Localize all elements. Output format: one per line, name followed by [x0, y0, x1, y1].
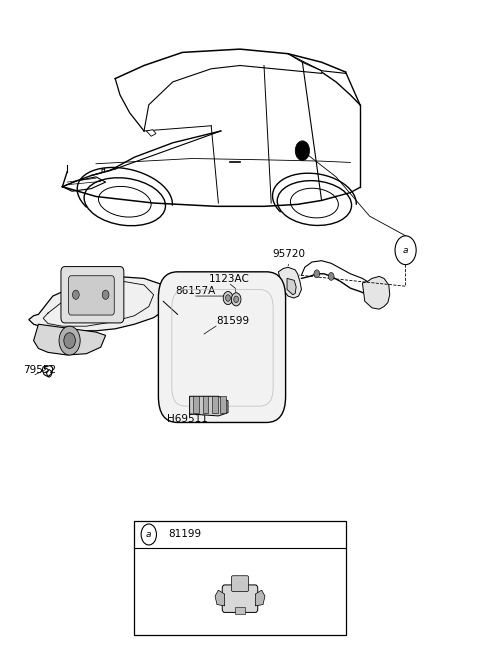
Text: 95720: 95720 — [273, 249, 306, 266]
Circle shape — [223, 291, 233, 305]
Circle shape — [234, 296, 239, 303]
Bar — [212, 396, 218, 413]
Text: 86157A: 86157A — [175, 286, 216, 296]
FancyBboxPatch shape — [61, 267, 124, 323]
Circle shape — [102, 290, 109, 299]
FancyBboxPatch shape — [69, 276, 114, 315]
Text: 1123AC: 1123AC — [209, 274, 250, 284]
FancyBboxPatch shape — [231, 576, 249, 591]
Text: 81199: 81199 — [168, 529, 201, 540]
Polygon shape — [190, 396, 228, 416]
Bar — [220, 396, 226, 413]
Polygon shape — [362, 276, 390, 309]
Polygon shape — [29, 276, 173, 331]
Circle shape — [72, 290, 79, 299]
Text: H69511: H69511 — [167, 414, 208, 424]
Polygon shape — [278, 267, 301, 298]
Circle shape — [226, 295, 230, 301]
Bar — [134, 521, 346, 635]
Polygon shape — [215, 590, 225, 606]
Text: a: a — [146, 530, 152, 539]
FancyBboxPatch shape — [222, 585, 258, 612]
Polygon shape — [34, 324, 106, 355]
Text: a: a — [403, 246, 408, 255]
Circle shape — [231, 293, 241, 306]
Circle shape — [328, 272, 334, 280]
Polygon shape — [287, 278, 296, 295]
Text: 79552: 79552 — [23, 365, 56, 375]
Bar — [193, 396, 199, 413]
Polygon shape — [255, 590, 265, 606]
Text: 81541: 81541 — [82, 282, 115, 291]
Circle shape — [314, 270, 320, 278]
Bar — [203, 396, 208, 413]
Bar — [235, 607, 245, 614]
FancyBboxPatch shape — [158, 272, 286, 422]
Circle shape — [295, 141, 310, 160]
Polygon shape — [146, 130, 156, 136]
Text: H: H — [101, 168, 106, 173]
Circle shape — [59, 326, 80, 355]
Circle shape — [64, 333, 75, 348]
Text: 81599: 81599 — [216, 316, 249, 326]
